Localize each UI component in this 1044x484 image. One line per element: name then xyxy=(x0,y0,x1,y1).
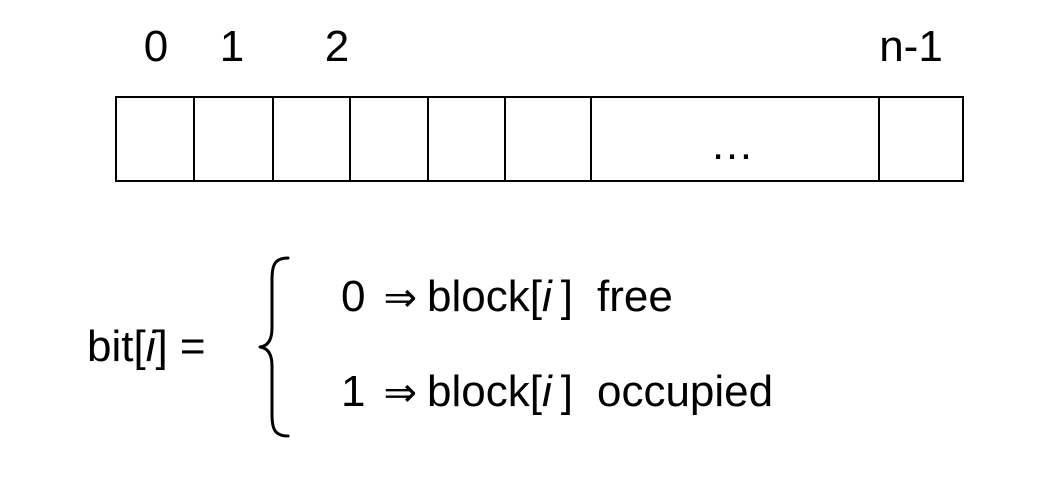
case-occupied-state: occupied xyxy=(596,367,774,416)
cell-divider xyxy=(349,98,351,180)
case-free-state: free xyxy=(596,272,673,321)
cell-divider xyxy=(427,98,429,180)
case-free-variable: i xyxy=(541,272,552,321)
cell-divider xyxy=(590,98,592,180)
cell-divider xyxy=(504,98,506,180)
index-label-2: 2 xyxy=(324,22,350,71)
cell-divider xyxy=(193,98,195,180)
case-free-block-suffix: ] xyxy=(560,272,573,321)
index-label-1: 1 xyxy=(219,22,245,71)
lhs-suffix: ] = xyxy=(155,322,206,371)
case-occupied-variable: i xyxy=(541,367,552,416)
index-label-0: 0 xyxy=(143,22,169,71)
bit-array: … xyxy=(115,96,964,182)
cell-divider xyxy=(272,98,274,180)
case-occupied-block-prefix: block[ xyxy=(427,367,542,416)
cell-divider xyxy=(878,98,880,180)
case-free-value: 0 xyxy=(341,272,366,321)
case-free: 0 ⇒ block[i] free xyxy=(341,272,673,323)
implies-arrow: ⇒ xyxy=(383,275,417,321)
case-occupied: 1 ⇒ block[i] occupied xyxy=(341,367,773,418)
lhs-prefix: bit[ xyxy=(87,322,146,371)
implies-arrow: ⇒ xyxy=(383,370,417,416)
case-occupied-value: 1 xyxy=(341,367,366,416)
curly-brace xyxy=(258,256,290,438)
case-occupied-block-suffix: ] xyxy=(560,367,573,416)
lhs-variable: i xyxy=(145,322,156,371)
equation-lhs: bit[i] = xyxy=(87,322,206,372)
index-label-n-minus-1: n-1 xyxy=(879,22,943,71)
case-free-block-prefix: block[ xyxy=(427,272,542,321)
